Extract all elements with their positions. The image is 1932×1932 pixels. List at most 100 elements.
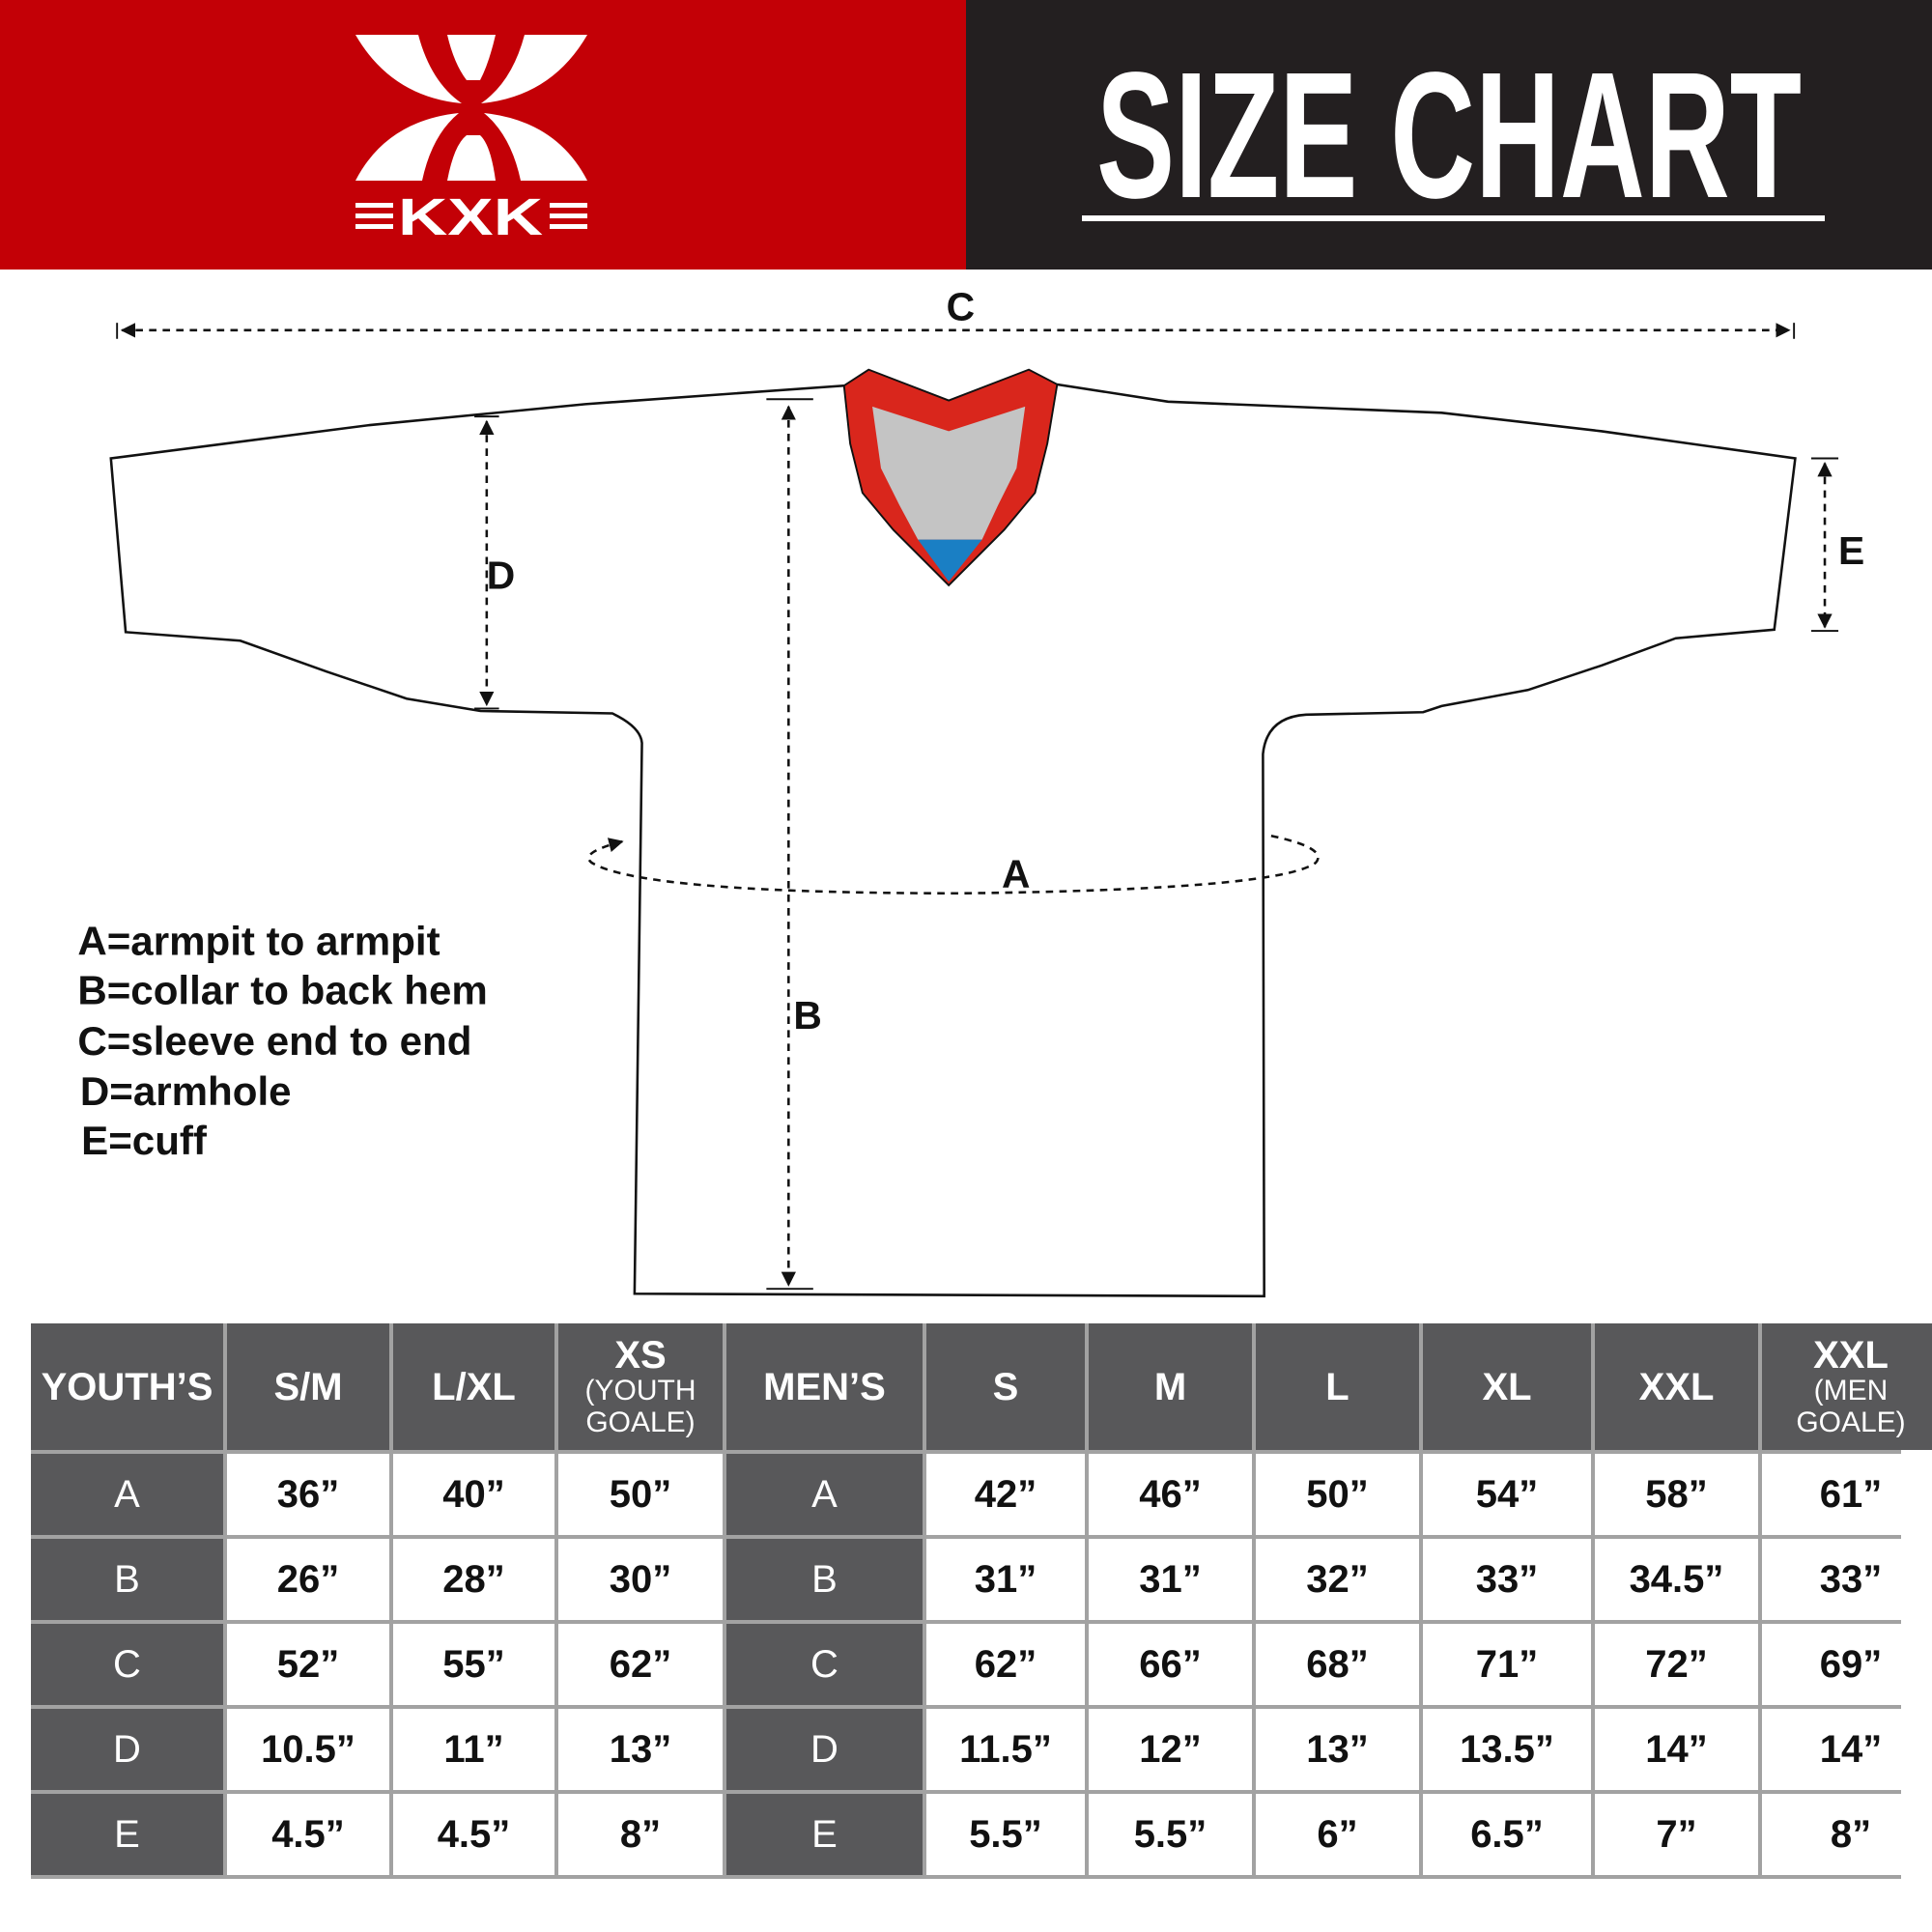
table-cell: 58” bbox=[1595, 1454, 1758, 1535]
row-label-men: C bbox=[726, 1624, 923, 1705]
cell-text: 62” bbox=[609, 1642, 672, 1686]
cell-text: 61” bbox=[1819, 1472, 1883, 1516]
cell-text: D bbox=[810, 1727, 838, 1771]
page-title: SIZE CHART bbox=[1096, 36, 1802, 236]
table-cell: 68” bbox=[1256, 1624, 1419, 1705]
cell-text: 50” bbox=[609, 1472, 672, 1516]
legend-item: E=cuff bbox=[81, 1118, 208, 1163]
cell-text: 10.5” bbox=[261, 1727, 355, 1771]
label-c: C bbox=[947, 285, 975, 329]
jersey-outline bbox=[109, 383, 1797, 1298]
cell-text: M bbox=[1153, 1365, 1187, 1408]
column-header: XL bbox=[1423, 1323, 1591, 1450]
table-cell: 33” bbox=[1423, 1539, 1591, 1620]
table-cell: 72” bbox=[1595, 1624, 1758, 1705]
table-cell: 54” bbox=[1423, 1454, 1591, 1535]
cell-text: A bbox=[811, 1472, 838, 1516]
column-header: XXL (MEN GOALE) bbox=[1762, 1323, 1932, 1450]
row-label-youth: B bbox=[31, 1539, 223, 1620]
cell-text: 11.5” bbox=[959, 1727, 1052, 1771]
table-cell: 50” bbox=[558, 1454, 723, 1535]
table-cell: 11.5” bbox=[926, 1709, 1085, 1790]
table-cell: 8” bbox=[558, 1794, 723, 1875]
cell-text: XS bbox=[614, 1333, 667, 1377]
table-cell: 62” bbox=[926, 1624, 1085, 1705]
cell-text: S bbox=[992, 1365, 1019, 1408]
collar-tag bbox=[918, 539, 982, 582]
cell-text: D bbox=[113, 1727, 141, 1771]
row-label-youth: A bbox=[31, 1454, 223, 1535]
kxk-logo: KXK bbox=[355, 35, 587, 246]
table-cell: 13.5” bbox=[1423, 1709, 1591, 1790]
cell-text: 13” bbox=[1306, 1727, 1369, 1771]
cell-text: 50” bbox=[1306, 1472, 1369, 1516]
table-cell: 36” bbox=[227, 1454, 389, 1535]
cell-text: 66” bbox=[1139, 1642, 1202, 1686]
cell-text: 14” bbox=[1819, 1727, 1883, 1771]
column-header: L bbox=[1256, 1323, 1419, 1450]
cell-text: 26” bbox=[276, 1557, 340, 1601]
label-a: A bbox=[1002, 851, 1030, 895]
table-cell: 61” bbox=[1762, 1454, 1932, 1535]
column-header: S bbox=[926, 1323, 1085, 1450]
cell-text: 52” bbox=[276, 1642, 340, 1686]
table-cell: 34.5” bbox=[1595, 1539, 1758, 1620]
table-cell: 55” bbox=[393, 1624, 554, 1705]
table-cell: 33” bbox=[1762, 1539, 1932, 1620]
cell-text: 40” bbox=[442, 1472, 505, 1516]
table-cell: 10.5” bbox=[227, 1709, 389, 1790]
cell-text: 7” bbox=[1656, 1812, 1697, 1856]
cell-text: 34.5” bbox=[1629, 1557, 1724, 1601]
column-header: S/M bbox=[227, 1323, 389, 1450]
label-e: E bbox=[1838, 528, 1864, 573]
cell-text: A bbox=[114, 1472, 140, 1516]
cell-text: 71” bbox=[1475, 1642, 1539, 1686]
column-header-sub: (YOUTH GOALE) bbox=[584, 1374, 696, 1438]
cell-text: 62” bbox=[974, 1642, 1037, 1686]
dimension-a-line bbox=[587, 834, 1320, 895]
cell-text: 11” bbox=[443, 1727, 504, 1771]
table-cell: 26” bbox=[227, 1539, 389, 1620]
label-d: D bbox=[487, 554, 515, 598]
table-cell: 52” bbox=[227, 1624, 389, 1705]
table-cell: 12” bbox=[1089, 1709, 1252, 1790]
table-cell: 4.5” bbox=[393, 1794, 554, 1875]
cell-text: YOUTH’S bbox=[41, 1365, 213, 1408]
column-header: XS (YOUTH GOALE) bbox=[558, 1323, 723, 1450]
cell-text: XXL bbox=[1813, 1333, 1889, 1377]
cell-text: 69” bbox=[1819, 1642, 1883, 1686]
cell-text: 14” bbox=[1645, 1727, 1708, 1771]
cell-text: 6” bbox=[1317, 1812, 1358, 1856]
cell-text: 4.5” bbox=[437, 1812, 511, 1856]
cell-text: 8” bbox=[619, 1812, 662, 1856]
column-header: XXL bbox=[1595, 1323, 1758, 1450]
row-label-youth: C bbox=[31, 1624, 223, 1705]
table-cell: 5.5” bbox=[926, 1794, 1085, 1875]
table-cell: 40” bbox=[393, 1454, 554, 1535]
table-cell: 14” bbox=[1595, 1709, 1758, 1790]
cell-text: E bbox=[114, 1812, 140, 1856]
column-header-sub: (MEN GOALE) bbox=[1796, 1374, 1906, 1438]
cell-text: 42” bbox=[974, 1472, 1037, 1516]
table-cell: 14” bbox=[1762, 1709, 1932, 1790]
cell-text: B bbox=[811, 1557, 838, 1601]
cell-text: 54” bbox=[1475, 1472, 1539, 1516]
table-cell: 42” bbox=[926, 1454, 1085, 1535]
row-label-youth: D bbox=[31, 1709, 223, 1790]
table-cell: 50” bbox=[1256, 1454, 1419, 1535]
cell-text: 12” bbox=[1139, 1727, 1202, 1771]
table-cell: 7” bbox=[1595, 1794, 1758, 1875]
cell-text: 36” bbox=[276, 1472, 340, 1516]
table-cell: 13” bbox=[558, 1709, 723, 1790]
column-header: YOUTH’S bbox=[31, 1323, 223, 1450]
column-header: M bbox=[1089, 1323, 1252, 1450]
row-label-youth: E bbox=[31, 1794, 223, 1875]
column-header: MEN’S bbox=[726, 1323, 923, 1450]
table-cell: 11” bbox=[393, 1709, 554, 1790]
cell-text: MEN’S bbox=[763, 1365, 886, 1408]
cell-text: 5.5” bbox=[1133, 1812, 1208, 1856]
cell-text: 4.5” bbox=[271, 1812, 345, 1856]
table-cell: 4.5” bbox=[227, 1794, 389, 1875]
cell-text: 31” bbox=[974, 1557, 1037, 1601]
